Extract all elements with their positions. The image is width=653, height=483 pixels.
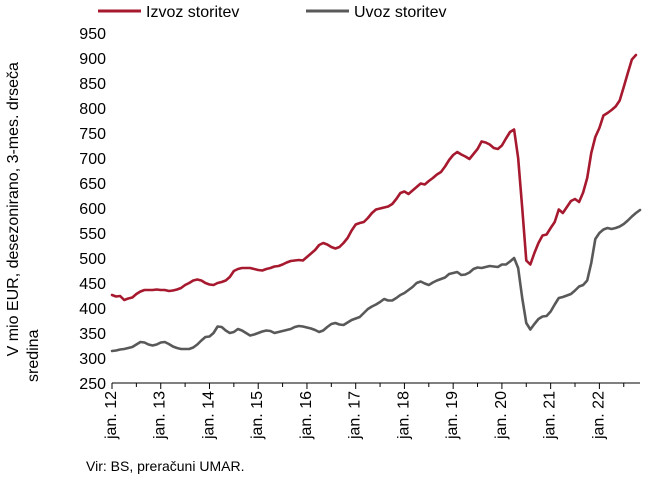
x-tick-label: jan. 16 bbox=[298, 391, 315, 440]
x-tick-label: jan. 17 bbox=[347, 391, 364, 440]
x-tick-label: jan. 18 bbox=[395, 391, 412, 440]
y-axis-title: V mio EUR, desezonirano, 3-mes. drseča s… bbox=[5, 58, 42, 382]
y-tick-label: 600 bbox=[79, 201, 106, 218]
source-note: Vir: BS, preračuni UMAR. bbox=[86, 458, 245, 474]
y-tick-label: 250 bbox=[79, 376, 106, 393]
x-tick-label: jan. 22 bbox=[590, 391, 607, 440]
series-line-uvoz bbox=[110, 208, 642, 353]
y-tick-label: 500 bbox=[79, 251, 106, 268]
x-tick-label: jan. 14 bbox=[200, 391, 217, 440]
y-tick-label: 900 bbox=[79, 51, 106, 68]
series-line-izvoz bbox=[110, 53, 638, 302]
y-tick-label: 550 bbox=[79, 226, 106, 243]
legend-label-izvoz: Izvoz storitev bbox=[146, 4, 239, 21]
y-tick-label: 850 bbox=[79, 76, 106, 93]
y-axis: 250 300 350 400 450 500 550 600 650 700 750 800 850 9… bbox=[79, 26, 106, 393]
y-tick-label: 650 bbox=[79, 176, 106, 193]
x-tick-label: jan. 15 bbox=[249, 391, 266, 440]
x-axis: jan. 12 jan. 13 jan. 14 jan. 15 jan. 16 jan. … bbox=[103, 382, 640, 440]
y-tick-label: 800 bbox=[79, 101, 106, 118]
x-tick-label: jan. 20 bbox=[493, 391, 510, 440]
legend-label-uvoz: Uvoz storitev bbox=[354, 4, 446, 21]
y-tick-label: 750 bbox=[79, 126, 106, 143]
y-tick-label: 350 bbox=[79, 326, 106, 343]
x-tick-label: jan. 19 bbox=[444, 391, 461, 440]
y-tick-label: 950 bbox=[79, 26, 106, 43]
legend: Izvoz storitev Uvoz storitev bbox=[98, 4, 446, 21]
x-tick-label: jan. 21 bbox=[542, 391, 559, 440]
series-lines bbox=[110, 53, 642, 353]
y-tick-label: 400 bbox=[79, 301, 106, 318]
y-tick-label: 450 bbox=[79, 276, 106, 293]
y-tick-label: 300 bbox=[79, 351, 106, 368]
x-tick-label: jan. 12 bbox=[103, 391, 120, 440]
y-axis-title-line-2: sredina bbox=[25, 329, 42, 382]
y-axis-title-line-1: V mio EUR, desezonirano, 3-mes. drseča bbox=[5, 62, 22, 356]
y-tick-label: 700 bbox=[79, 151, 106, 168]
x-tick-label: jan. 13 bbox=[152, 391, 169, 440]
